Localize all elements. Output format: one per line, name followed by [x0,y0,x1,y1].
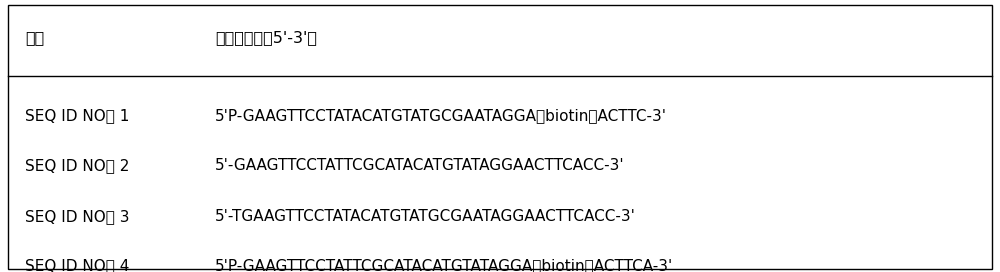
Text: 5'-GAAGTTCCTATTCGCATACATGTATAGGAACTTCACC-3': 5'-GAAGTTCCTATTCGCATACATGTATAGGAACTTCACC… [215,158,625,174]
Text: 5'P-GAAGTTCCTATTCGCATACATGTATAGGA（biotin）ACTTCA-3': 5'P-GAAGTTCCTATTCGCATACATGTATAGGA（biotin… [215,258,673,272]
Text: SEQ ID NO： 4: SEQ ID NO： 4 [25,258,129,272]
Text: 名称: 名称 [25,30,44,46]
Text: SEQ ID NO： 1: SEQ ID NO： 1 [25,108,129,123]
Text: SEQ ID NO： 2: SEQ ID NO： 2 [25,158,129,174]
Text: SEQ ID NO： 3: SEQ ID NO： 3 [25,209,130,224]
Text: 5'P-GAAGTTCCTATACATGTATGCGAATAGGA（biotin）ACTTC-3': 5'P-GAAGTTCCTATACATGTATGCGAATAGGA（biotin… [215,108,667,123]
Text: 5'-TGAAGTTCCTATACATGTATGCGAATAGGAACTTCACC-3': 5'-TGAAGTTCCTATACATGTATGCGAATAGGAACTTCAC… [215,209,636,224]
Text: 核苷酸序列（5'-3'）: 核苷酸序列（5'-3'） [215,30,317,46]
